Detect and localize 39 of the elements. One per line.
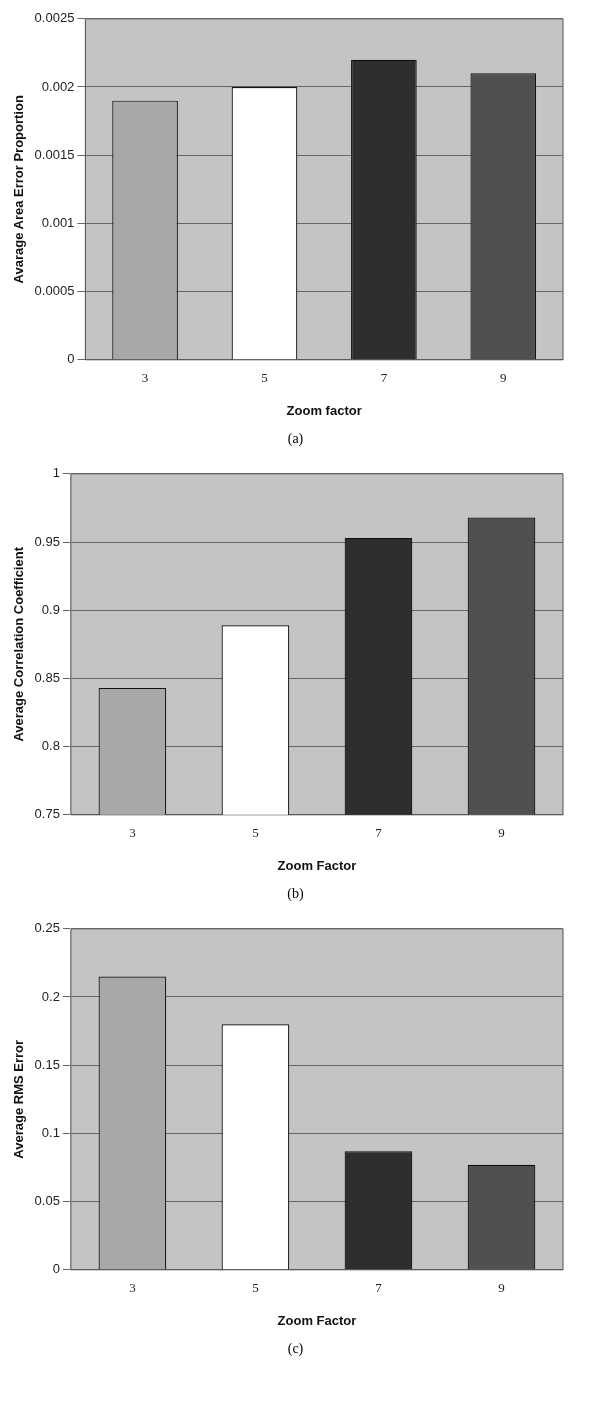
x-tick-label: 3	[129, 1280, 136, 1296]
x-tick-label: 7	[375, 1280, 383, 1296]
x-tick-label: 5	[261, 370, 268, 386]
y-tick-label: 0.8	[41, 738, 60, 754]
x-tick-label: 5	[252, 1280, 259, 1296]
y-tick-label: 0.0015	[34, 146, 75, 162]
y-tick-label: 0.1	[41, 1124, 60, 1140]
x-tick-label: 7	[375, 825, 383, 841]
y-tick-label: 0.001	[41, 214, 75, 230]
x-tick-label: 3	[141, 370, 149, 386]
y-tick-label: 0.9	[41, 601, 60, 617]
y-tick-label: 0	[52, 1261, 60, 1277]
y-tick-label: 0.2	[41, 988, 60, 1004]
x-axis-title: Zoom Factor	[277, 857, 357, 873]
x-tick-label: 9	[500, 370, 507, 386]
y-tick-label: 0.75	[34, 806, 60, 822]
y-tick-label: 0.95	[34, 533, 60, 549]
x-tick-label: 9	[498, 825, 505, 841]
x-tick-label: 9	[498, 1280, 505, 1296]
text: (c)	[286, 1341, 305, 1357]
x-axis-title: Zoom factor	[286, 402, 362, 418]
y-tick-label: 1	[52, 465, 60, 481]
x-tick-label: 7	[380, 370, 388, 386]
text: (b)	[286, 886, 305, 902]
y-tick-label: 0.85	[34, 669, 60, 685]
x-tick-label: 5	[252, 825, 259, 841]
y-tick-label: 0.002	[41, 78, 75, 94]
y-axis-title: Average RMS Error	[11, 1039, 27, 1159]
y-axis-title: Average Correlation Coefficient	[11, 546, 27, 742]
y-tick-label: 0.0025	[34, 10, 75, 26]
y-axis-title: Avarage Area Error Proportion	[11, 95, 27, 284]
x-axis-title: Zoom Factor	[277, 1312, 357, 1328]
x-tick-label: 3	[129, 825, 136, 841]
y-tick-label: 0.0005	[34, 283, 75, 299]
y-tick-label: 0.15	[34, 1056, 60, 1072]
y-tick-label: 0	[67, 351, 75, 367]
y-tick-label: 0.25	[34, 920, 60, 936]
y-tick-label: 0.05	[34, 1193, 60, 1209]
text: (a)	[286, 431, 305, 447]
